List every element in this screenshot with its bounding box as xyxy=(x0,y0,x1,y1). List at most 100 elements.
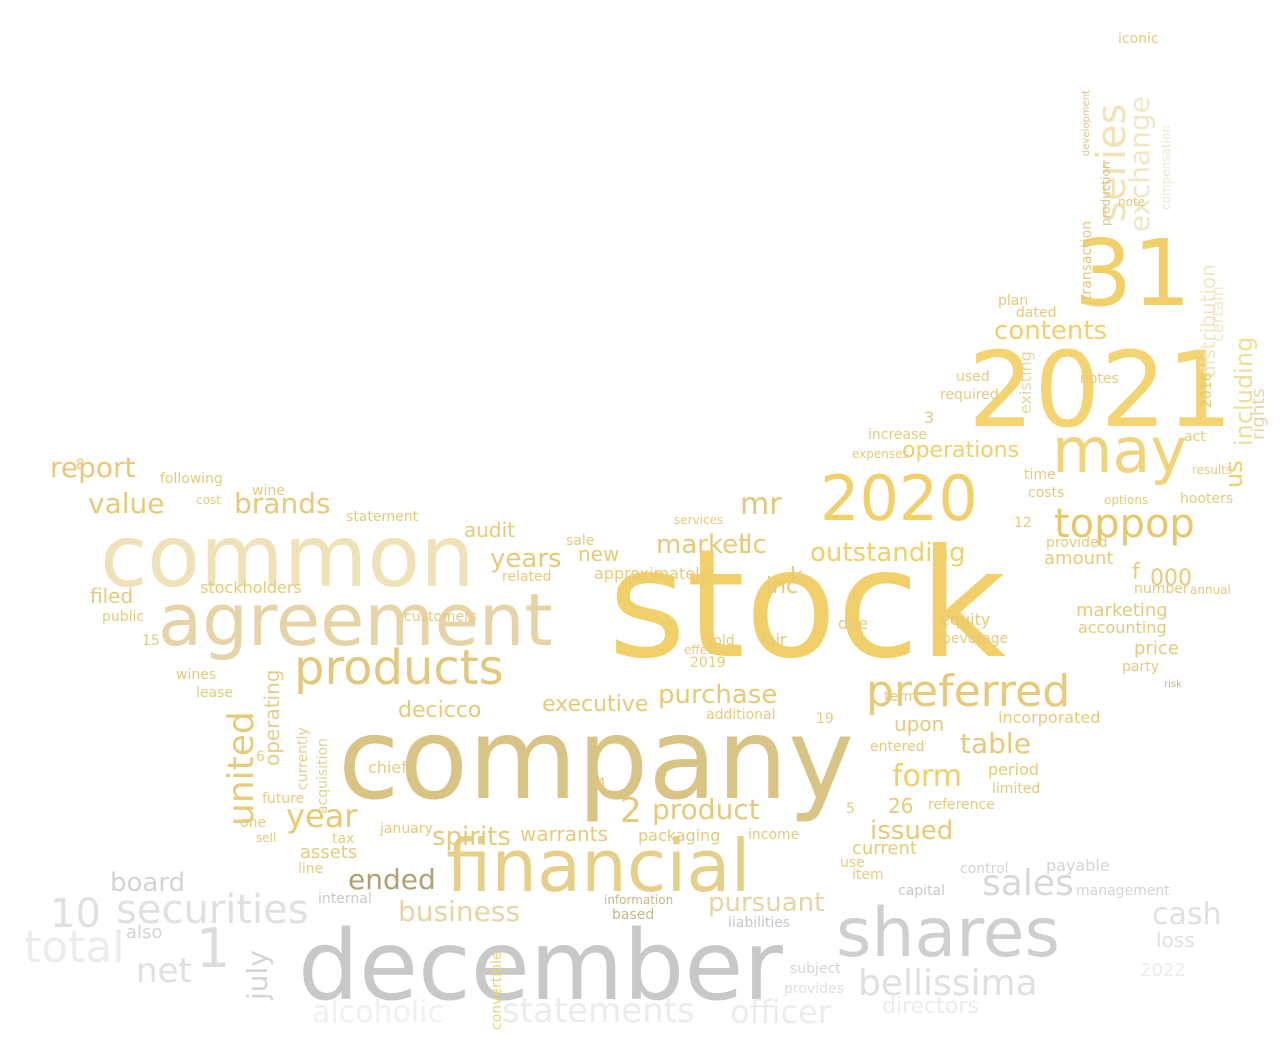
word-line: line xyxy=(298,861,324,877)
word-alcoholic: alcoholic xyxy=(312,995,445,1030)
word-form: form xyxy=(892,759,962,794)
word-market: market xyxy=(656,530,749,560)
word-mr: mr xyxy=(740,487,782,522)
word-15: 15 xyxy=(142,633,160,649)
word-inc: inc xyxy=(766,574,799,599)
word-financial: financial xyxy=(446,824,751,908)
word-stock: stock xyxy=(608,518,1007,692)
word-securities: securities xyxy=(116,887,309,933)
word-chief: chief xyxy=(368,758,407,777)
word-required: required xyxy=(940,387,999,403)
word-expenses: expenses xyxy=(852,447,909,461)
word-additional: additional xyxy=(706,707,776,723)
word-net: net xyxy=(136,951,192,991)
word-sold: sold xyxy=(706,633,735,649)
word-subject: subject xyxy=(790,961,841,977)
word-january: january xyxy=(380,821,433,837)
word-customers: customers xyxy=(404,609,478,625)
word-table: table xyxy=(960,727,1031,760)
word-stockholders: stockholders xyxy=(200,578,302,597)
word-cost: cost xyxy=(196,493,221,507)
word-use: use xyxy=(840,855,865,871)
word-2: 2 xyxy=(620,791,642,831)
word-llc: llc xyxy=(738,530,767,560)
word-operations: operations xyxy=(902,438,1020,463)
word-2021: 2021 xyxy=(968,329,1233,451)
word-issued: issued xyxy=(870,816,954,846)
word-filed: filed xyxy=(90,584,134,608)
word-6: 6 xyxy=(256,749,265,765)
word-ended: ended xyxy=(348,863,436,896)
word-compensation: compensation xyxy=(1159,125,1173,210)
word-board: board xyxy=(110,868,186,898)
word-spirits: spirits xyxy=(432,822,511,852)
word-purchase: purchase xyxy=(658,680,778,710)
word-marketing: marketing xyxy=(1076,600,1168,621)
word-f: f xyxy=(1132,560,1140,585)
word-operating: operating xyxy=(260,669,284,766)
word-costs: costs xyxy=(1028,485,1065,501)
word-decicco: decicco xyxy=(398,698,482,723)
word-sales: sales xyxy=(982,863,1074,904)
word-certain: certain xyxy=(1208,286,1227,342)
word-2018: 2018 xyxy=(1199,372,1215,408)
word-results: results xyxy=(1192,463,1233,477)
word-plan: plan xyxy=(998,293,1029,309)
word-19: 19 xyxy=(816,711,834,727)
word-4: 4 xyxy=(596,774,607,793)
word-1: 1 xyxy=(196,917,231,980)
word-liabilities: liabilities xyxy=(728,915,791,931)
word-directors: directors xyxy=(882,994,979,1019)
word-officer: officer xyxy=(730,993,831,1031)
word-act: act xyxy=(1184,429,1206,445)
word-k: k xyxy=(790,564,803,589)
word-10: 10 xyxy=(50,891,101,937)
word-year: year xyxy=(286,797,358,835)
word-equity: equity xyxy=(940,610,991,629)
word-incorporated: incorporated xyxy=(998,708,1101,727)
word-fair: fair xyxy=(760,630,787,649)
word-wines: wines xyxy=(176,667,217,683)
word-related: related xyxy=(502,569,552,585)
word-2019: 2019 xyxy=(690,655,726,671)
word-sell: sell xyxy=(256,831,277,845)
word-lease: lease xyxy=(196,685,233,701)
word-agreement: agreement xyxy=(158,578,553,662)
word-brands: brands xyxy=(234,487,331,520)
word-options: options xyxy=(1104,493,1149,507)
word-rights: rights xyxy=(1248,388,1269,440)
word-2020: 2020 xyxy=(820,462,978,535)
word-sale: sale xyxy=(566,533,595,549)
word-also: also xyxy=(126,922,163,943)
word-beverage: beverage xyxy=(942,631,1009,647)
word-production: production xyxy=(1099,161,1113,226)
word-toppop: toppop xyxy=(1054,501,1195,547)
word-public: public xyxy=(102,609,145,625)
word-26: 26 xyxy=(888,794,914,818)
word-effect: effect xyxy=(684,643,719,657)
word-number: number xyxy=(1134,581,1189,597)
word-amount: amount xyxy=(1044,548,1114,569)
word-cash: cash xyxy=(1152,897,1222,932)
word-income: income xyxy=(748,827,800,843)
word-exchange: exchange xyxy=(1123,96,1156,232)
word-loss: loss xyxy=(1156,928,1195,952)
word-statements: statements xyxy=(502,991,695,1031)
word-assets: assets xyxy=(300,842,358,863)
word-convertible: convertible xyxy=(489,951,505,1030)
word-capital: capital xyxy=(898,883,946,899)
word-time: time xyxy=(1024,467,1056,483)
word-hooters: hooters xyxy=(1180,491,1234,507)
word-iconic: iconic xyxy=(1118,31,1159,47)
word-3: 3 xyxy=(924,408,935,427)
word-annual: annual xyxy=(1190,583,1231,597)
word-services: services xyxy=(674,513,724,527)
word-may: may xyxy=(1052,414,1188,487)
word-information: information xyxy=(604,893,674,907)
word-price: price xyxy=(1134,638,1179,659)
word-audit: audit xyxy=(464,518,516,542)
word-used: used xyxy=(956,369,990,385)
word-development: development xyxy=(1081,90,1092,156)
word-product: product xyxy=(652,793,760,826)
word-company: company xyxy=(338,695,855,825)
